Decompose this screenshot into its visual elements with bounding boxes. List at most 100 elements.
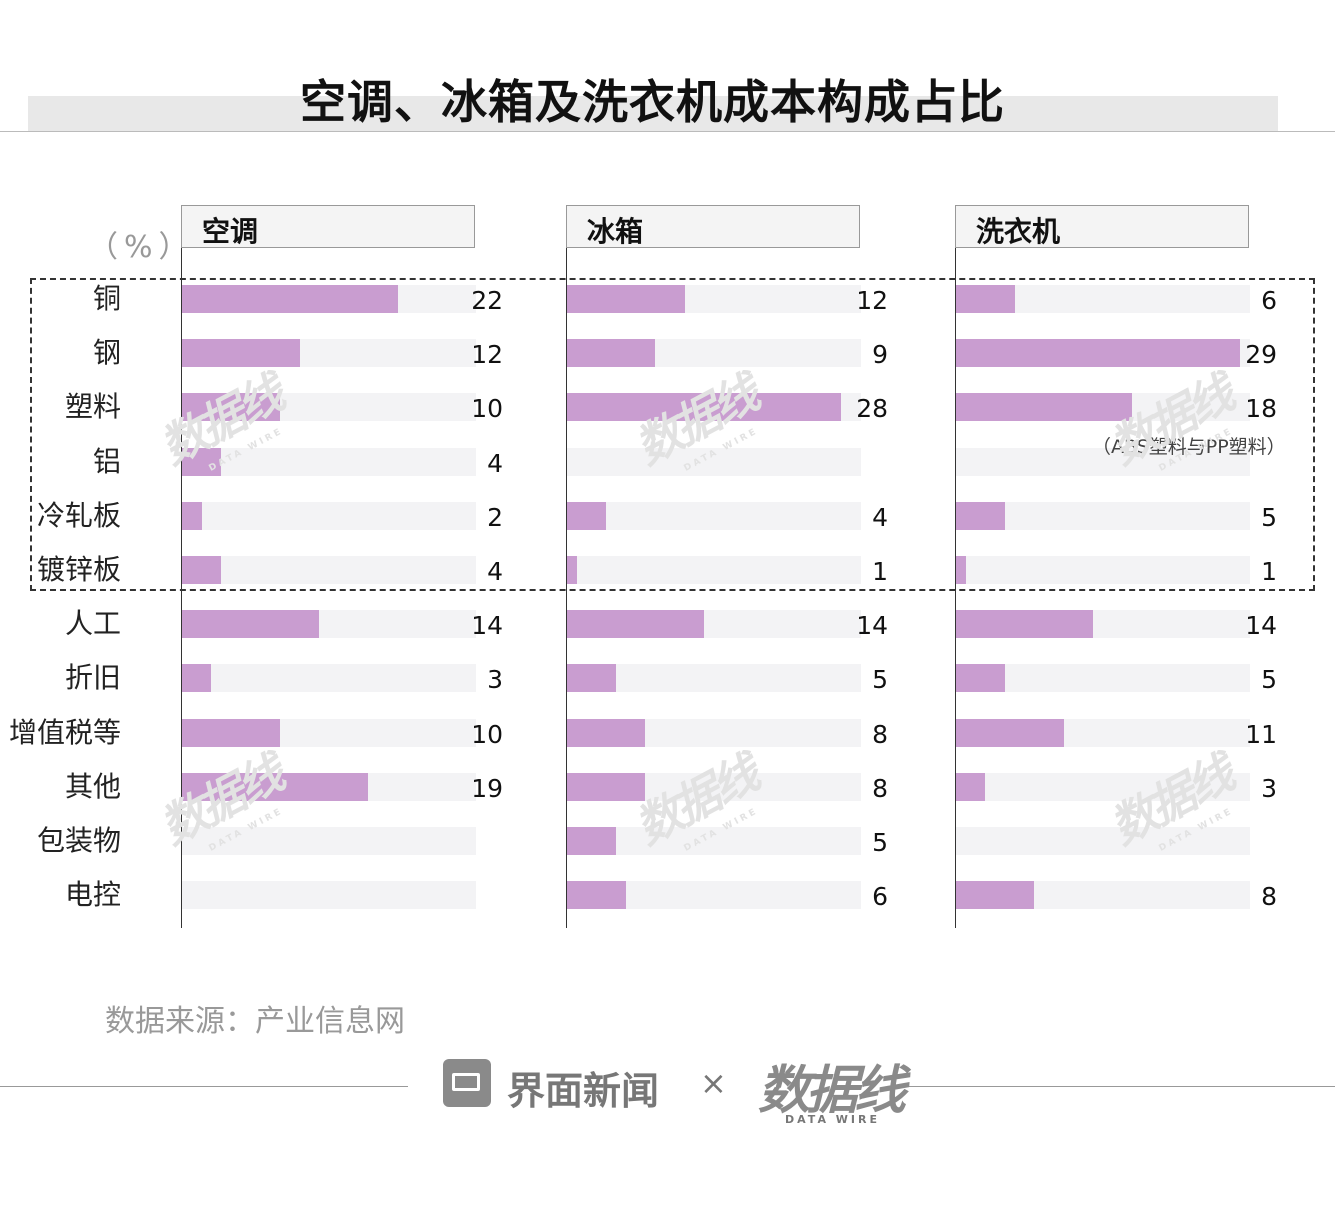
category-label: 钢 xyxy=(92,336,121,370)
data-label: 18 xyxy=(1245,394,1277,424)
data-label: 5 xyxy=(1261,665,1277,695)
category-label: 冷轧板 xyxy=(36,498,121,532)
bar xyxy=(956,393,1133,422)
highlight-group-box xyxy=(30,278,1315,591)
bar-track xyxy=(182,881,476,910)
data-label: 4 xyxy=(487,448,503,478)
datawire-subtitle: DATA WIRE xyxy=(785,1113,880,1126)
bar-track xyxy=(182,556,476,584)
bar xyxy=(956,285,1015,313)
annotation: （ABS塑料与PP塑料） xyxy=(1092,436,1286,458)
data-label: 4 xyxy=(487,557,503,586)
times-sign: × xyxy=(700,1064,727,1102)
data-label: 19 xyxy=(471,773,503,803)
bar xyxy=(567,285,685,313)
category-label: 增值税等 xyxy=(8,715,121,749)
data-label: 6 xyxy=(872,882,888,912)
bar xyxy=(182,610,320,639)
unit-label: （%） xyxy=(88,230,195,265)
data-label: 22 xyxy=(471,286,503,315)
panel-title: 洗衣机 xyxy=(976,215,1061,248)
data-label: 8 xyxy=(872,719,888,749)
data-label: 1 xyxy=(1261,557,1277,586)
data-label: 14 xyxy=(856,611,888,641)
category-label: 包装物 xyxy=(36,824,121,857)
data-label: 12 xyxy=(856,286,888,315)
bar-track xyxy=(567,664,861,693)
bar xyxy=(956,610,1094,639)
data-label: 14 xyxy=(471,611,503,641)
panel-header: 洗衣机 xyxy=(955,205,1249,248)
bar xyxy=(182,447,222,476)
category-label: 塑料 xyxy=(64,390,121,424)
data-label: 3 xyxy=(487,665,503,695)
category-label: 人工 xyxy=(64,607,121,641)
bar xyxy=(567,664,616,693)
category-label: 镀锌板 xyxy=(36,553,121,586)
panel-title: 冰箱 xyxy=(587,215,644,248)
data-label: 11 xyxy=(1245,719,1277,749)
bar-track xyxy=(956,664,1250,693)
chart-title: 空调、冰箱及洗衣机成本构成占比 xyxy=(300,75,1005,129)
category-label: 折旧 xyxy=(64,661,121,695)
panel-header: 空调 xyxy=(181,205,475,248)
bar xyxy=(567,556,577,584)
panel-axis xyxy=(955,248,956,928)
bar xyxy=(182,556,222,584)
bar-track xyxy=(956,501,1250,530)
bar xyxy=(567,718,646,747)
bar-track xyxy=(567,827,861,855)
data-label: 8 xyxy=(1261,882,1277,912)
panel-axis xyxy=(181,248,182,928)
data-label: 4 xyxy=(872,502,888,532)
bar-track xyxy=(567,556,861,584)
category-label: 铝 xyxy=(92,444,121,478)
jiemian-logo-icon xyxy=(443,1059,491,1107)
data-label: 10 xyxy=(471,719,503,749)
bar xyxy=(956,772,986,801)
bar-track xyxy=(182,447,476,476)
data-label: 5 xyxy=(872,665,888,695)
bar xyxy=(956,501,1005,530)
bar-track xyxy=(567,501,861,530)
category-label: 铜 xyxy=(92,282,121,315)
data-label: 12 xyxy=(471,340,503,370)
bar-track xyxy=(567,447,861,476)
bar xyxy=(182,285,398,313)
bar xyxy=(567,501,607,530)
bar-track xyxy=(182,501,476,530)
bar xyxy=(956,664,1005,693)
bar xyxy=(567,610,705,639)
data-label: 28 xyxy=(856,394,888,424)
data-label: 2 xyxy=(487,502,503,532)
bar xyxy=(182,718,280,747)
bar xyxy=(567,339,656,368)
bar-track xyxy=(182,827,476,855)
panel-title: 空调 xyxy=(202,215,259,248)
category-label: 电控 xyxy=(64,878,121,912)
brand-name: 界面新闻 xyxy=(507,1069,660,1113)
bar xyxy=(182,772,369,801)
footer-rule-right xyxy=(905,1086,1335,1087)
data-label: 10 xyxy=(471,394,503,424)
data-label: 1 xyxy=(872,557,888,586)
title-band xyxy=(28,96,1278,132)
footer-rule-left xyxy=(0,1086,408,1087)
bar xyxy=(956,556,966,584)
title-rule xyxy=(0,131,1335,132)
bar xyxy=(182,393,280,422)
panel-axis xyxy=(566,248,567,928)
data-label: 9 xyxy=(872,340,888,370)
bar xyxy=(182,501,202,530)
bar xyxy=(956,881,1035,910)
bar xyxy=(956,339,1241,368)
bar-track xyxy=(182,664,476,693)
bar-track xyxy=(956,827,1250,855)
bar xyxy=(567,827,616,855)
data-label: 29 xyxy=(1245,340,1277,370)
data-label: 8 xyxy=(872,773,888,803)
bar xyxy=(956,718,1064,747)
bar xyxy=(567,393,842,422)
panel-header: 冰箱 xyxy=(566,205,860,248)
datawire-logo: 数据线 xyxy=(758,1061,906,1121)
